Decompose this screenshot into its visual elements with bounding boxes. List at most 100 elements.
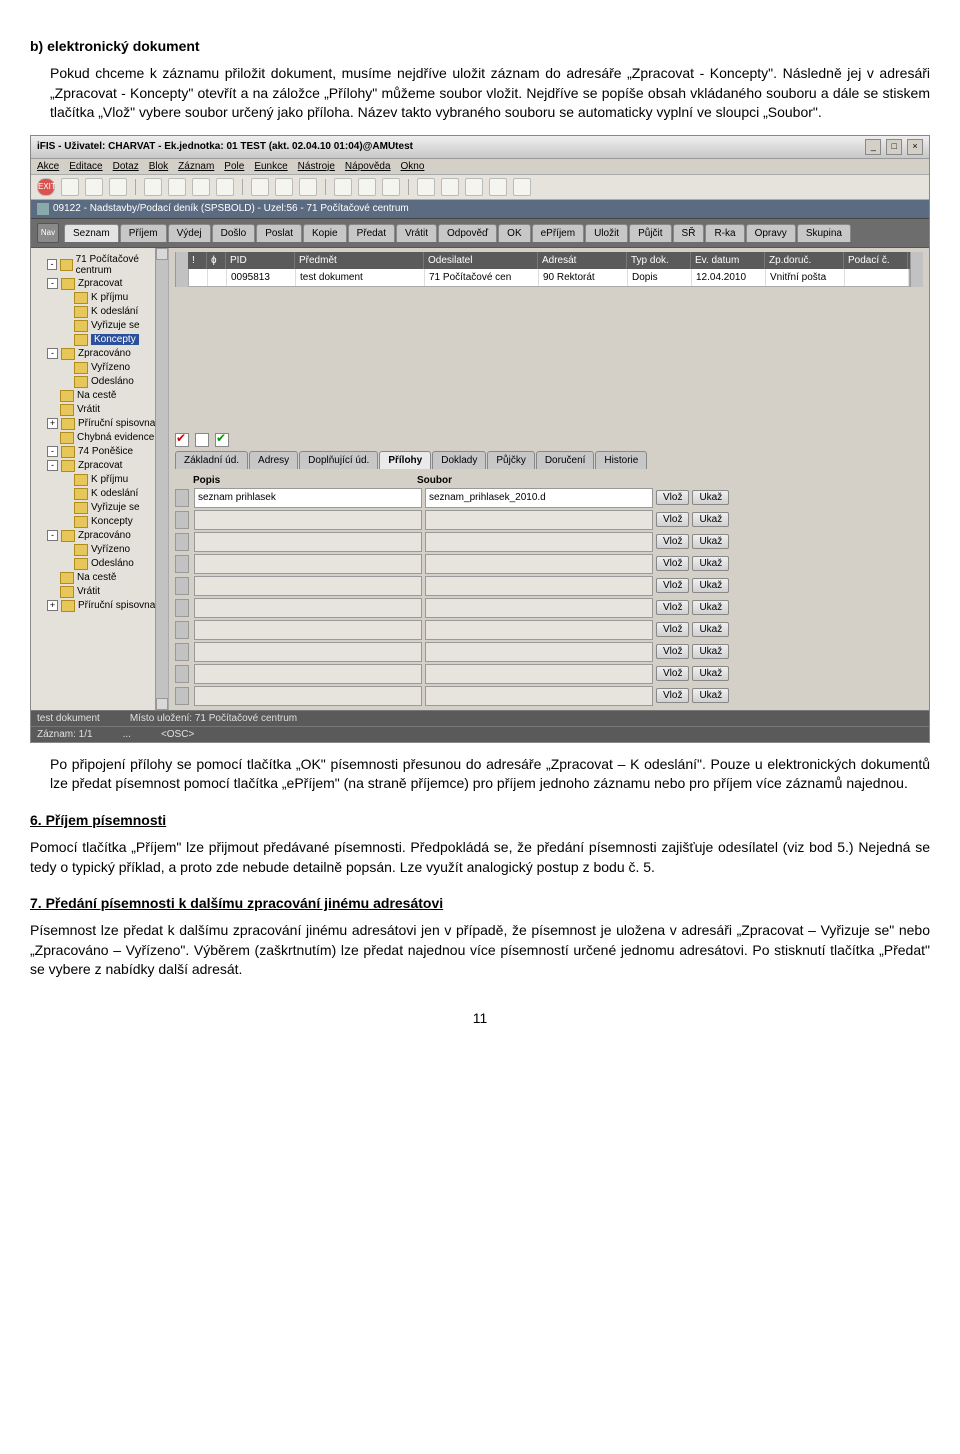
grid-col-header[interactable]: PID bbox=[226, 252, 295, 269]
vloz-button[interactable]: Vlož bbox=[656, 556, 689, 571]
tree-node[interactable]: Koncepty bbox=[37, 516, 166, 528]
tree-node[interactable]: -Zpracováno bbox=[37, 348, 166, 360]
tree-expand-icon[interactable]: - bbox=[47, 348, 58, 359]
grid-col-header[interactable]: ! bbox=[188, 252, 207, 269]
main-tab[interactable]: Uložit bbox=[585, 224, 628, 242]
tree-node[interactable]: -Zpracovat bbox=[37, 460, 166, 472]
ukaz-button[interactable]: Ukaž bbox=[692, 666, 729, 681]
main-tab[interactable]: Opravy bbox=[746, 224, 796, 242]
grid-col-header[interactable]: Odesilatel bbox=[424, 252, 538, 269]
toolbar-icon[interactable] bbox=[192, 178, 210, 196]
ukaz-button[interactable]: Ukaž bbox=[692, 578, 729, 593]
sub-tab[interactable]: Doručení bbox=[536, 451, 595, 469]
toolbar-icon[interactable] bbox=[513, 178, 531, 196]
tree-expand-icon[interactable]: - bbox=[47, 259, 57, 270]
soubor-input[interactable] bbox=[425, 510, 653, 530]
menu-item[interactable]: Pole bbox=[224, 161, 244, 172]
ukaz-button[interactable]: Ukaž bbox=[692, 600, 729, 615]
menu-item[interactable]: Záznam bbox=[178, 161, 214, 172]
tree-node[interactable]: K příjmu bbox=[37, 474, 166, 486]
attach-row-scroll[interactable] bbox=[175, 555, 189, 573]
attach-row-scroll[interactable] bbox=[175, 533, 189, 551]
popis-input[interactable] bbox=[194, 642, 422, 662]
vloz-button[interactable]: Vlož bbox=[656, 578, 689, 593]
popis-input[interactable] bbox=[194, 598, 422, 618]
popis-input[interactable] bbox=[194, 664, 422, 684]
main-tab[interactable]: Skupina bbox=[797, 224, 851, 242]
toolbar-icon[interactable] bbox=[144, 178, 162, 196]
main-tab[interactable]: Odpověď bbox=[438, 224, 497, 242]
toolbar-icon[interactable] bbox=[334, 178, 352, 196]
tree-node[interactable]: -71 Počítačové centrum bbox=[37, 254, 166, 276]
tree-node[interactable]: Koncepty bbox=[37, 334, 166, 346]
tree-node[interactable]: Odesláno bbox=[37, 558, 166, 570]
toolbar-icon[interactable] bbox=[61, 178, 79, 196]
close-icon[interactable]: × bbox=[907, 139, 923, 155]
toolbar-icon[interactable] bbox=[382, 178, 400, 196]
minimize-icon[interactable]: _ bbox=[865, 139, 881, 155]
tree-node[interactable]: K příjmu bbox=[37, 292, 166, 304]
toolbar-icon[interactable] bbox=[168, 178, 186, 196]
tree-node[interactable]: K odeslání bbox=[37, 306, 166, 318]
sub-tab[interactable]: Adresy bbox=[249, 451, 298, 469]
grid-col-header[interactable]: ɸ bbox=[207, 252, 226, 269]
ukaz-button[interactable]: Ukaž bbox=[692, 534, 729, 549]
vloz-button[interactable]: Vlož bbox=[656, 666, 689, 681]
tree-node[interactable]: +Příruční spisovna bbox=[37, 418, 166, 430]
attach-row-scroll[interactable] bbox=[175, 665, 189, 683]
tree-expand-icon[interactable]: - bbox=[47, 446, 58, 457]
tree-expand-icon[interactable]: - bbox=[47, 278, 58, 289]
check-red[interactable] bbox=[175, 433, 189, 447]
grid-col-header[interactable]: Zp.doruč. bbox=[765, 252, 844, 269]
main-tab[interactable]: Půjčit bbox=[629, 224, 671, 242]
main-tab[interactable]: R-ka bbox=[705, 224, 744, 242]
grid-col-header[interactable]: Podací č. bbox=[844, 252, 908, 269]
menu-item[interactable]: Eunkce bbox=[254, 161, 287, 172]
popis-input[interactable] bbox=[194, 686, 422, 706]
main-tab[interactable]: Seznam bbox=[64, 224, 119, 242]
tree-node[interactable]: Vyřízeno bbox=[37, 544, 166, 556]
soubor-input[interactable] bbox=[425, 554, 653, 574]
ukaz-button[interactable]: Ukaž bbox=[692, 622, 729, 637]
vloz-button[interactable]: Vlož bbox=[656, 644, 689, 659]
toolbar-icon[interactable] bbox=[489, 178, 507, 196]
sub-tab[interactable]: Přílohy bbox=[379, 451, 431, 469]
toolbar-icon[interactable] bbox=[109, 178, 127, 196]
tree-node[interactable]: -Zpracováno bbox=[37, 530, 166, 542]
tree-node[interactable]: Chybná evidence bbox=[37, 432, 166, 444]
popis-input[interactable] bbox=[194, 532, 422, 552]
main-tab[interactable]: ePříjem bbox=[532, 224, 584, 242]
toolbar-icon[interactable] bbox=[251, 178, 269, 196]
sub-tab[interactable]: Půjčky bbox=[487, 451, 534, 469]
main-tab[interactable]: Poslat bbox=[256, 224, 302, 242]
ukaz-button[interactable]: Ukaž bbox=[692, 512, 729, 527]
tree-scrollbar[interactable] bbox=[155, 248, 168, 710]
menu-item[interactable]: Nástroje bbox=[298, 161, 335, 172]
vloz-button[interactable]: Vlož bbox=[656, 512, 689, 527]
attach-row-scroll[interactable] bbox=[175, 643, 189, 661]
menu-item[interactable]: Akce bbox=[37, 161, 59, 172]
main-tab[interactable]: Došlo bbox=[212, 224, 256, 242]
nav-icon[interactable]: Nav bbox=[37, 223, 59, 243]
soubor-input[interactable] bbox=[425, 488, 653, 508]
menu-item[interactable]: Dotaz bbox=[113, 161, 139, 172]
main-tab[interactable]: OK bbox=[498, 224, 530, 242]
soubor-input[interactable] bbox=[425, 620, 653, 640]
vloz-button[interactable]: Vlož bbox=[656, 600, 689, 615]
grid-left-scroll[interactable] bbox=[175, 252, 188, 287]
ukaz-button[interactable]: Ukaž bbox=[692, 490, 729, 505]
soubor-input[interactable] bbox=[425, 686, 653, 706]
soubor-input[interactable] bbox=[425, 598, 653, 618]
toolbar-icon[interactable] bbox=[417, 178, 435, 196]
sub-tab[interactable]: Základní úd. bbox=[175, 451, 248, 469]
tree-node[interactable]: Vyřízeno bbox=[37, 362, 166, 374]
toolbar-icon[interactable] bbox=[358, 178, 376, 196]
ukaz-button[interactable]: Ukaž bbox=[692, 556, 729, 571]
grid-col-header[interactable]: Předmět bbox=[295, 252, 424, 269]
sub-tab[interactable]: Doklady bbox=[432, 451, 486, 469]
tree-expand-icon[interactable]: + bbox=[47, 600, 58, 611]
tree-node[interactable]: Vyřizuje se bbox=[37, 320, 166, 332]
tree-node[interactable]: +Příruční spisovna bbox=[37, 600, 166, 612]
toolbar-icon[interactable] bbox=[216, 178, 234, 196]
attach-row-scroll[interactable] bbox=[175, 621, 189, 639]
